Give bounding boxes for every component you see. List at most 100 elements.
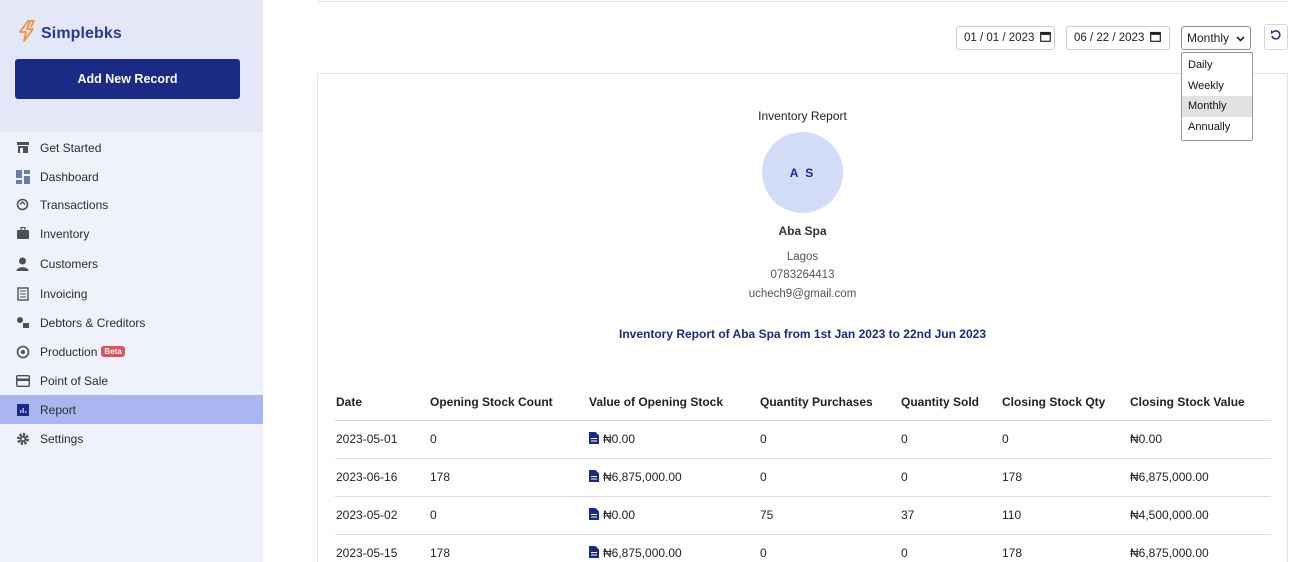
sidebar-item-label: Settings bbox=[40, 431, 84, 446]
cell-qty-purchases: 0 bbox=[759, 458, 900, 497]
transactions-icon bbox=[15, 197, 30, 212]
invoice-icon bbox=[15, 286, 30, 301]
cell-date: 2023-05-01 bbox=[335, 420, 429, 459]
cell-opening-count: 178 bbox=[429, 534, 588, 562]
top-divider bbox=[318, 1, 1288, 2]
brand-name: Simplebks bbox=[41, 24, 122, 42]
document-icon[interactable] bbox=[589, 431, 599, 447]
inventory-table: Date Opening Stock Count Value of Openin… bbox=[335, 384, 1271, 562]
sidebar-item-label: Production bbox=[40, 344, 98, 359]
period-select-value: Monthly bbox=[1187, 31, 1230, 45]
dashboard-icon bbox=[15, 169, 30, 184]
cell-closing-value: ₦4,500,000.00 bbox=[1129, 496, 1271, 535]
cell-qty-sold: 0 bbox=[900, 534, 1001, 562]
document-icon[interactable] bbox=[589, 507, 599, 523]
cell-opening-value: ₦6,875,000.00 bbox=[588, 458, 759, 497]
cell-qty-sold: 0 bbox=[900, 420, 1001, 459]
period-option-weekly[interactable]: Weekly bbox=[1188, 79, 1224, 92]
gear-icon bbox=[15, 431, 30, 446]
sidebar-item-label: Point of Sale bbox=[40, 373, 109, 388]
sidebar-item-label: Customers bbox=[40, 256, 99, 271]
avatar: A S bbox=[762, 132, 843, 213]
column-header-closing-stock-qty: Closing Stock Qty bbox=[1001, 384, 1129, 421]
beta-badge: Beta bbox=[101, 346, 125, 357]
business-location: Lagos bbox=[786, 251, 819, 263]
sidebar-item-label: Debtors & Creditors bbox=[40, 315, 146, 330]
business-phone: 0783264413 bbox=[770, 269, 835, 281]
sidebar-item-label: Inventory bbox=[40, 226, 90, 241]
sidebar-item-invoicing[interactable]: Invoicing bbox=[0, 279, 263, 308]
opening-value-text: ₦0.00 bbox=[603, 432, 636, 446]
sidebar-item-label: Report bbox=[40, 402, 77, 417]
sidebar-item-customers[interactable]: Customers bbox=[0, 249, 263, 278]
sidebar-item-dashboard[interactable]: Dashboard bbox=[0, 162, 263, 191]
cell-closing-value: ₦0.00 bbox=[1129, 420, 1271, 459]
calendar-icon[interactable] bbox=[1040, 31, 1052, 45]
cell-closing-qty: 110 bbox=[1001, 496, 1129, 535]
cell-closing-qty: 0 bbox=[1001, 420, 1129, 459]
opening-value-text: ₦6,875,000.00 bbox=[603, 546, 682, 560]
cell-opening-value: ₦6,875,000.00 bbox=[588, 534, 759, 562]
cell-closing-value: ₦6,875,000.00 bbox=[1129, 534, 1271, 562]
business-email: uchech9@gmail.com bbox=[748, 288, 857, 300]
opening-value-text: ₦0.00 bbox=[603, 508, 636, 522]
business-name: Aba Spa bbox=[778, 224, 827, 238]
column-header-quantity-purchases: Quantity Purchases bbox=[759, 384, 900, 421]
undo-icon bbox=[1270, 28, 1282, 46]
cell-date: 2023-05-02 bbox=[335, 496, 429, 535]
briefcase-icon bbox=[15, 226, 30, 241]
period-option-monthly[interactable]: Monthly bbox=[1182, 96, 1252, 117]
store-icon bbox=[15, 140, 30, 155]
sidebar-item-settings[interactable]: Settings bbox=[0, 424, 263, 453]
sidebar-item-point-of-sale[interactable]: Point of Sale bbox=[0, 366, 263, 395]
table-row: 2023-06-16 178 ₦6,875,000.00 0 0 178 ₦6,… bbox=[335, 458, 1271, 497]
add-new-record-button[interactable]: Add New Record bbox=[15, 59, 240, 99]
brand-area: Simplebks Add New Record bbox=[0, 0, 263, 132]
user-icon bbox=[15, 256, 30, 271]
end-date-input[interactable]: 06 / 22 / 2023 bbox=[1066, 26, 1170, 50]
cell-opening-count: 178 bbox=[429, 458, 588, 497]
sidebar-item-label: Get Started bbox=[40, 140, 102, 155]
logo[interactable]: Simplebks bbox=[17, 20, 122, 47]
cell-opening-count: 0 bbox=[429, 420, 588, 459]
reset-filters-button[interactable] bbox=[1264, 24, 1288, 50]
cell-opening-value: ₦0.00 bbox=[588, 496, 759, 535]
card-icon bbox=[15, 373, 30, 388]
period-dropdown-list: Daily Weekly Monthly Annually bbox=[1181, 52, 1253, 141]
sidebar-item-get-started[interactable]: Get Started bbox=[0, 133, 263, 162]
column-header-quantity-sold: Quantity Sold bbox=[900, 384, 1001, 421]
report-summary: Inventory Report of Aba Spa from 1st Jan… bbox=[619, 327, 986, 341]
column-header-date: Date bbox=[335, 384, 429, 421]
cell-opening-value: ₦0.00 bbox=[588, 420, 759, 459]
start-date-value: 01 / 01 / 2023 bbox=[964, 32, 1035, 44]
cell-date: 2023-05-15 bbox=[335, 534, 429, 562]
cell-qty-sold: 0 bbox=[900, 458, 1001, 497]
table-row: 2023-05-01 0 ₦0.00 0 0 0 ₦0.00 bbox=[335, 420, 1271, 459]
sidebar-item-debtors-creditors[interactable]: Debtors & Creditors bbox=[0, 308, 263, 337]
cell-closing-value: ₦6,875,000.00 bbox=[1129, 458, 1271, 497]
sidebar-item-transactions[interactable]: Transactions bbox=[0, 190, 263, 219]
cell-qty-sold: 37 bbox=[900, 496, 1001, 535]
period-select[interactable]: Monthly bbox=[1181, 26, 1251, 50]
period-option-daily[interactable]: Daily bbox=[1188, 59, 1213, 72]
debtors-icon bbox=[15, 315, 30, 330]
document-icon[interactable] bbox=[589, 545, 599, 561]
cell-closing-qty: 178 bbox=[1001, 458, 1129, 497]
sidebar-item-label: Dashboard bbox=[40, 169, 99, 184]
sidebar-item-label: Transactions bbox=[40, 197, 109, 212]
table-row: 2023-05-02 0 ₦0.00 75 37 110 ₦4,500,000.… bbox=[335, 496, 1271, 535]
sidebar-item-report[interactable]: Report bbox=[0, 395, 263, 424]
sidebar-item-inventory[interactable]: Inventory bbox=[0, 219, 263, 248]
calendar-icon[interactable] bbox=[1150, 31, 1162, 45]
cell-qty-purchases: 75 bbox=[759, 496, 900, 535]
table-header-row: Date Opening Stock Count Value of Openin… bbox=[335, 384, 1271, 421]
cell-date: 2023-06-16 bbox=[335, 458, 429, 497]
cell-qty-purchases: 0 bbox=[759, 534, 900, 562]
opening-value-text: ₦6,875,000.00 bbox=[603, 470, 682, 484]
table-row: 2023-05-15 178 ₦6,875,000.00 0 0 178 ₦6,… bbox=[335, 534, 1271, 562]
column-header-closing-stock-value: Closing Stock Value bbox=[1129, 384, 1271, 421]
start-date-input[interactable]: 01 / 01 / 2023 bbox=[956, 26, 1055, 50]
sidebar-item-production[interactable]: Production Beta bbox=[0, 337, 263, 366]
period-option-annually[interactable]: Annually bbox=[1188, 120, 1231, 133]
document-icon[interactable] bbox=[589, 469, 599, 485]
